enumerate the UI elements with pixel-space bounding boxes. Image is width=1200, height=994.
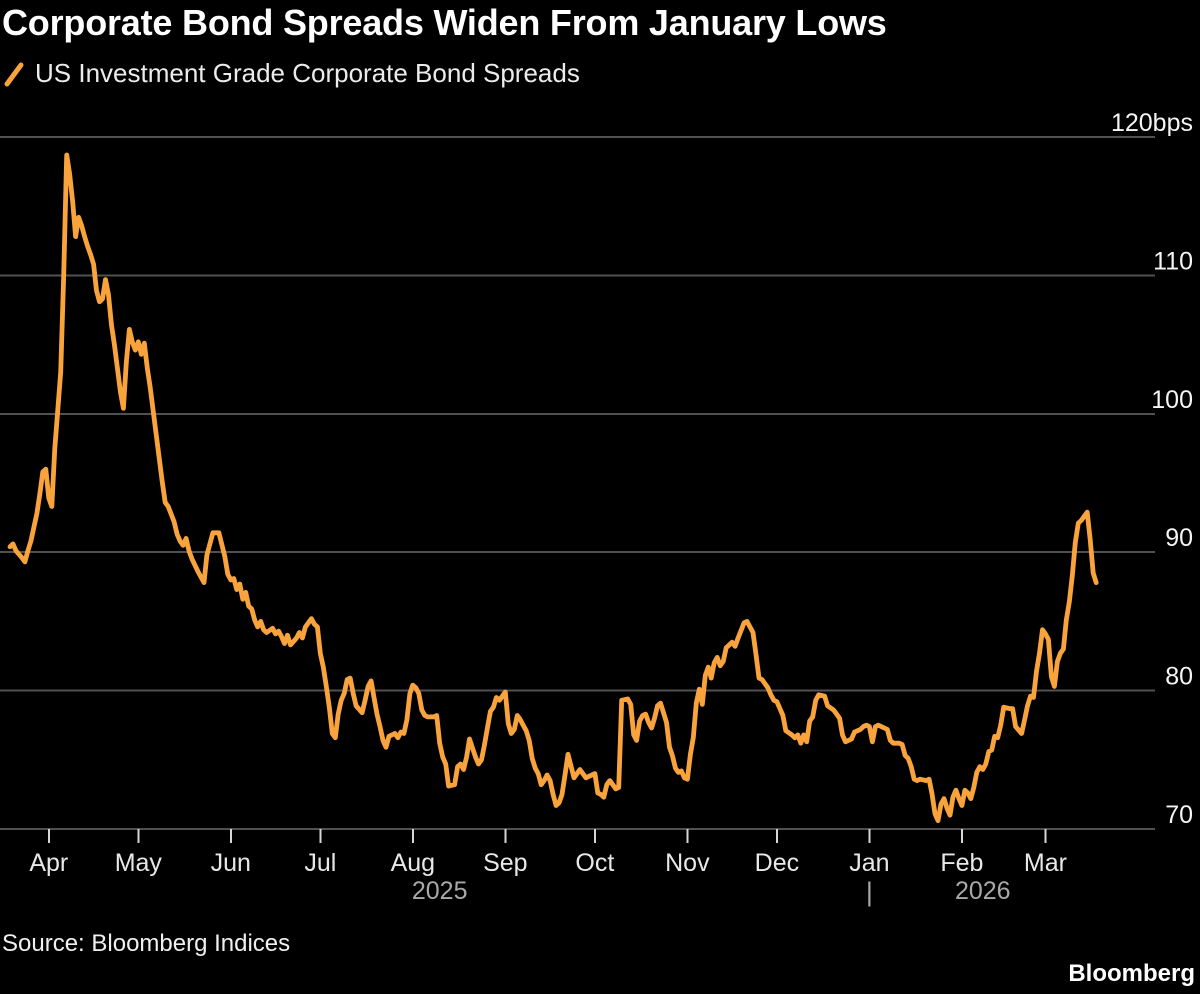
month-label: Feb — [940, 849, 983, 877]
series-line — [7, 152, 1099, 824]
month-label: Apr — [29, 849, 68, 877]
legend: US Investment Grade Corporate Bond Sprea… — [3, 58, 580, 89]
y-axis-label: 70 — [1165, 801, 1193, 829]
month-label: May — [115, 849, 163, 877]
legend-label: US Investment Grade Corporate Bond Sprea… — [35, 58, 580, 88]
y-axis-label: 100 — [1151, 386, 1193, 414]
chart-title: Corporate Bond Spreads Widen From Januar… — [2, 2, 887, 43]
month-label: Oct — [575, 849, 614, 877]
y-axis-label: 90 — [1165, 524, 1193, 552]
legend-slash-icon — [4, 62, 24, 86]
source-note: Source: Bloomberg Indices — [2, 930, 291, 957]
month-label: Mar — [1024, 849, 1067, 877]
month-label: Jul — [304, 849, 336, 877]
month-label: Jan — [849, 849, 889, 877]
y-axis-label: 80 — [1165, 663, 1193, 691]
month-label: Nov — [665, 849, 710, 877]
month-label: Aug — [391, 849, 435, 877]
y-axis-label: 120bps — [1111, 109, 1193, 137]
year-divider: | — [866, 877, 873, 907]
month-label: Jun — [211, 849, 251, 877]
month-label: Dec — [755, 849, 799, 877]
bloomberg-logo: Bloomberg — [1068, 960, 1195, 987]
year-label: 2025 — [412, 877, 468, 905]
month-label: Sep — [483, 849, 527, 877]
y-axis-label: 110 — [1153, 247, 1193, 275]
year-label: 2026 — [955, 877, 1011, 905]
